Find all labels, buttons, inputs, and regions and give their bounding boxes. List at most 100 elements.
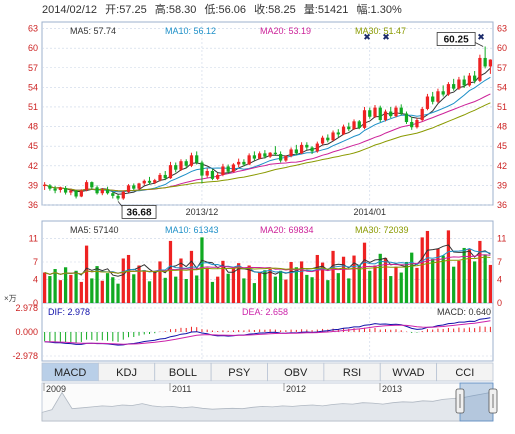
volume-bar-down	[226, 273, 230, 303]
price-ma5-line	[44, 67, 491, 195]
volume-bar-up	[258, 271, 262, 303]
volume-bar-up	[478, 240, 482, 303]
macd-dif-label: DIF: 2.978	[48, 307, 90, 317]
volume-bar-down	[195, 275, 199, 303]
candle-down	[95, 187, 99, 194]
overview-year-label: 2011	[172, 384, 191, 394]
candle-up	[446, 84, 451, 95]
candle-down	[273, 152, 277, 155]
tab-cci[interactable]: CCI	[436, 362, 494, 382]
tab-obv[interactable]: OBV	[267, 362, 325, 382]
volume-bar-up	[467, 249, 472, 303]
volume-bar-up	[341, 256, 346, 303]
volume-bar-up	[168, 240, 173, 303]
tab-wvad[interactable]: WVAD	[379, 362, 438, 382]
candle-down	[378, 107, 382, 121]
volume-bar-down	[163, 277, 167, 303]
candle-up	[341, 126, 346, 135]
volume-bar-down	[90, 278, 94, 303]
volume-bar-down	[111, 277, 115, 303]
macd-value-label: MACD: 0.640	[437, 307, 491, 317]
candle-down	[368, 110, 372, 117]
tab-boll[interactable]: BOLL	[154, 362, 212, 382]
tab-rsi[interactable]: RSI	[323, 362, 381, 382]
volume-bar-down	[200, 237, 204, 303]
candle-down	[473, 75, 477, 81]
volume-tick-label-right: 4	[497, 275, 502, 285]
price-tick-label-right: 63	[497, 24, 507, 34]
event-marker-icon[interactable]: ✖	[363, 32, 371, 42]
header-high-label: 高:	[155, 2, 169, 16]
volume-bar-down	[389, 276, 393, 303]
candle-up	[315, 143, 319, 152]
volume-bar-down	[431, 259, 435, 303]
volume-bar-up	[446, 230, 451, 303]
candle-up	[320, 137, 325, 144]
tab-label: MACD	[54, 367, 86, 379]
candle-down	[111, 193, 115, 196]
volume-bar-up	[331, 250, 335, 303]
candle-up	[373, 107, 377, 117]
tab-kdj[interactable]: KDJ	[97, 362, 156, 382]
volume-bar-up	[299, 261, 304, 303]
volume-legend-item: MA10: 61343	[165, 225, 219, 235]
volume-bar-down	[273, 276, 277, 303]
volume-tick-label-left: 11	[29, 234, 38, 244]
overview-year-label: 2009	[46, 384, 66, 394]
volume-bar-up	[137, 265, 141, 303]
macd-dif-line	[44, 317, 491, 346]
candle-down	[452, 84, 456, 89]
macd-grid	[42, 307, 493, 357]
volume-bar-down	[473, 261, 477, 303]
volume-bar-up	[415, 267, 419, 303]
price-axis-labels: 36 36 39 39 42 42 45 45 48 48 51 51 54 54 57 57 60 60 63 63…	[28, 24, 507, 217]
candle-up	[158, 174, 162, 181]
candle-up	[289, 149, 293, 156]
tab-macd[interactable]: MACD	[41, 362, 99, 382]
volume-bar-down	[147, 281, 152, 303]
tab-psy[interactable]: PSY	[210, 362, 268, 382]
volume-bar-up	[205, 267, 209, 303]
volume-bar-up	[69, 274, 73, 303]
header-change: 1.30%	[371, 4, 402, 16]
volume-bar-down	[252, 283, 257, 303]
price-tick-label-left: 54	[28, 82, 38, 92]
candle-up	[153, 180, 157, 183]
price-moving-averages	[44, 67, 491, 195]
candle-down	[210, 171, 215, 179]
volume-bar-up	[100, 280, 104, 303]
macd-dea-label: DEA: 2.658	[242, 307, 288, 317]
tab-label: CCI	[455, 367, 474, 379]
candle-up	[231, 164, 236, 172]
price-tick-label-left: 60	[28, 43, 38, 53]
event-marker-icon[interactable]: ✖	[382, 32, 390, 42]
header-change-label: 幅:	[356, 3, 370, 16]
candle-down	[116, 195, 120, 199]
candle-up	[69, 190, 73, 193]
volume-tick-label-left: 7	[33, 257, 38, 267]
volume-bar-down	[378, 253, 382, 303]
tab-background	[436, 362, 494, 382]
price-legend-item: MA5: 57.74	[70, 26, 116, 36]
volume-bar-up	[394, 266, 398, 303]
header-date: 2014/02/12	[42, 4, 97, 16]
candle-up	[415, 120, 419, 128]
candle-up	[179, 161, 183, 170]
volume-bar-down	[48, 276, 52, 303]
volume-bar-down	[74, 270, 78, 303]
overview-selection-window[interactable]	[459, 382, 494, 422]
volume-bar-down	[263, 270, 267, 303]
candle-down	[74, 190, 78, 197]
period-label: 2013/12	[186, 207, 219, 217]
candle-down	[105, 189, 110, 194]
candle-down	[147, 180, 152, 183]
candle-up	[284, 155, 288, 161]
candle-up	[457, 79, 461, 89]
event-marker-icon[interactable]: ✖	[477, 32, 485, 42]
price-tick-label-left: 57	[28, 63, 38, 73]
macd-lines	[44, 317, 491, 346]
volume-bar-down	[347, 278, 351, 303]
header-low-label: 低:	[204, 3, 218, 16]
overview-navigator: 2009 2011 2012 2013	[41, 382, 498, 422]
